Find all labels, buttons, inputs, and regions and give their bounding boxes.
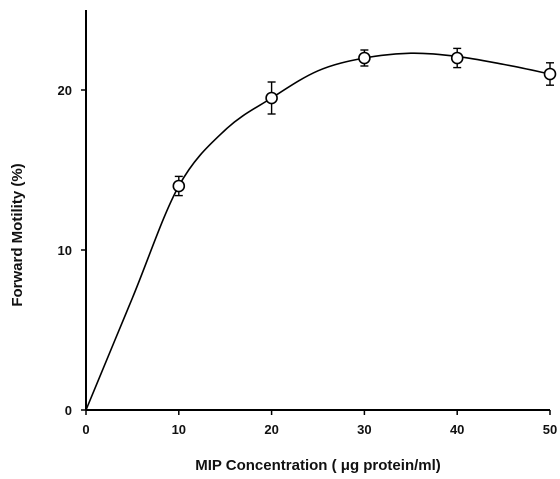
data-point	[265, 91, 278, 105]
y-axis-label: Forward Motility (%)	[9, 163, 26, 306]
fit-curve	[85, 52, 551, 411]
data-points	[172, 47, 557, 197]
plot-area: 0 10 20 30 40 50 0 10 20	[58, 10, 558, 437]
y-tick-label: 20	[58, 83, 72, 98]
ticks: 0 10 20 30 40 50 0 10 20	[58, 83, 558, 437]
x-tick-label: 10	[172, 422, 186, 437]
data-point	[172, 179, 186, 193]
x-tick-label: 40	[450, 422, 464, 437]
x-tick-label: 30	[357, 422, 371, 437]
x-tick-label: 0	[82, 422, 89, 437]
data-point	[450, 51, 464, 65]
y-tick-label: 0	[65, 403, 72, 418]
data-point	[358, 51, 371, 65]
x-tick-label: 20	[264, 422, 278, 437]
y-tick-label: 10	[58, 243, 72, 258]
data-point	[543, 67, 557, 81]
x-axis-label: MIP Concentration ( μg protein/ml)	[195, 457, 441, 474]
x-tick-label: 50	[543, 422, 557, 437]
